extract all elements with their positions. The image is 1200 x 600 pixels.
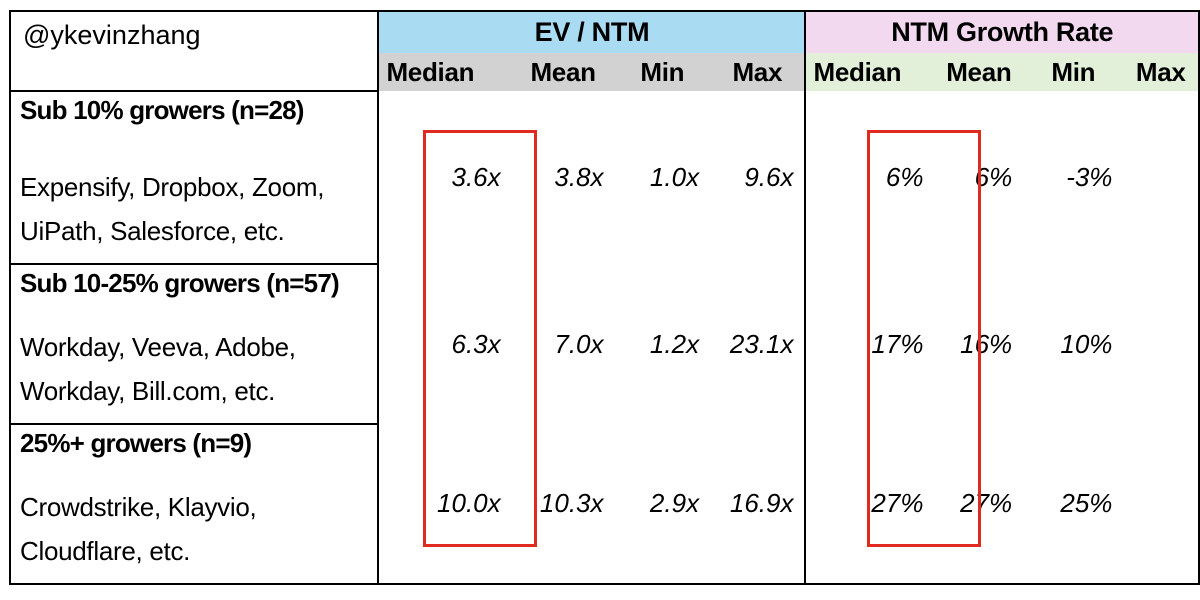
value-ntm-min: 25%	[1023, 424, 1124, 584]
value-ntm-median: 6%	[804, 91, 935, 264]
author-watermark: @ykevinzhang	[10, 11, 380, 92]
company-examples-line: Workday, Bill.com, etc.	[20, 376, 276, 406]
value-ntm-median: 27%	[804, 424, 935, 584]
company-examples: Crowdstrike, Klayvio, Cloudflare, etc.	[20, 485, 369, 573]
value-ev-max: 9.6x	[710, 91, 806, 264]
value-ntm-median: 17%	[804, 264, 935, 424]
value-ntm-max	[1123, 91, 1199, 264]
table-row: 25%+ growers (n=9) Crowdstrike, Klayvio,…	[10, 424, 1199, 585]
col-header-ntm-mean: Mean	[934, 53, 1024, 91]
value-ntm-max	[1123, 424, 1199, 584]
row-group-title: Sub 10% growers (n=28)	[20, 95, 304, 125]
col-header-ev-min: Min	[614, 53, 711, 91]
col-header-ev-median: Median	[378, 53, 512, 91]
company-examples: Workday, Veeva, Adobe, Workday, Bill.com…	[20, 325, 369, 413]
value-ev-mean: 3.8x	[511, 91, 615, 264]
value-ev-median: 6.3x	[378, 264, 512, 424]
col-header-ntm-max: Max	[1123, 53, 1199, 91]
row-label-cell: Sub 10-25% growers (n=57) Workday, Veeva…	[10, 264, 380, 425]
value-ev-mean: 7.0x	[511, 264, 615, 424]
value-ntm-min: 10%	[1023, 264, 1124, 424]
value-ntm-mean: 16%	[934, 264, 1024, 424]
value-ev-min: 1.0x	[614, 91, 711, 264]
value-ntm-mean: 27%	[934, 424, 1024, 584]
col-header-ev-mean: Mean	[511, 53, 615, 91]
row-label-cell: 25%+ growers (n=9) Crowdstrike, Klayvio,…	[10, 424, 380, 585]
company-examples-line: Expensify, Dropbox, Zoom,	[20, 172, 325, 202]
company-examples-line: Crowdstrike, Klayvio,	[20, 492, 257, 522]
col-header-ev-max: Max	[710, 53, 806, 91]
col-header-ntm-median: Median	[804, 53, 935, 91]
company-examples-line: Workday, Veeva, Adobe,	[20, 332, 296, 362]
table-row: Sub 10% growers (n=28) Expensify, Dropbo…	[10, 91, 1199, 265]
section-header-ntm-growth: NTM Growth Rate	[804, 11, 1199, 53]
value-ev-min: 2.9x	[614, 424, 711, 584]
section-header-row: @ykevinzhang EV / NTM NTM Growth Rate	[10, 11, 1199, 92]
table-row: Sub 10-25% growers (n=57) Workday, Veeva…	[10, 264, 1199, 425]
row-group-title: 25%+ growers (n=9)	[20, 428, 252, 458]
value-ev-max: 23.1x	[710, 264, 806, 424]
value-ev-min: 1.2x	[614, 264, 711, 424]
value-ev-median: 10.0x	[378, 424, 512, 584]
col-header-ntm-min: Min	[1023, 53, 1124, 91]
company-examples-line: UiPath, Salesforce, etc.	[20, 216, 285, 246]
section-header-ev-ntm: EV / NTM	[378, 11, 806, 53]
company-examples: Expensify, Dropbox, Zoom, UiPath, Salesf…	[20, 165, 369, 253]
value-ntm-max	[1123, 264, 1199, 424]
value-ev-max: 16.9x	[710, 424, 806, 584]
row-group-title: Sub 10-25% growers (n=57)	[20, 268, 340, 298]
value-ev-median: 3.6x	[378, 91, 512, 264]
value-ntm-min: -3%	[1023, 91, 1124, 264]
stat-header-row: Median Mean Min Max Median Mean Min Max	[10, 53, 1199, 91]
value-ev-mean: 10.3x	[511, 424, 615, 584]
row-label-cell: Sub 10% growers (n=28) Expensify, Dropbo…	[10, 91, 380, 265]
comps-table: @ykevinzhang EV / NTM NTM Growth Rate Me…	[9, 10, 1200, 585]
value-ntm-mean: 6%	[934, 91, 1024, 264]
company-examples-line: Cloudflare, etc.	[20, 536, 191, 566]
